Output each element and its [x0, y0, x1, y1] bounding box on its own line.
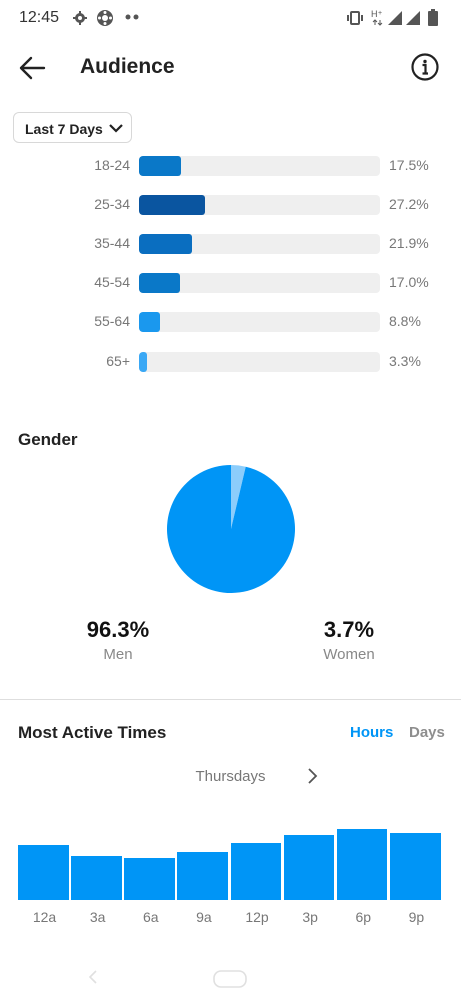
- active-hours-bar-chart: [18, 810, 443, 900]
- age-bar-track: [139, 234, 380, 254]
- age-group-label: 35-44: [94, 235, 130, 251]
- men-label: Men: [103, 646, 133, 663]
- age-group-percent: 17.5%: [389, 157, 429, 173]
- hour-tick-label: 9a: [196, 909, 212, 925]
- hour-tick-label: 9p: [408, 909, 425, 925]
- hour-tick-label: 12p: [245, 909, 269, 925]
- age-group-label: 45-54: [94, 274, 130, 290]
- more-notifications-icon: [125, 14, 139, 20]
- info-icon[interactable]: [410, 52, 440, 82]
- signal-strength-icon: [388, 11, 402, 25]
- hour-bar-9a: [177, 852, 228, 900]
- hour-bar-6p: [336, 828, 388, 900]
- age-bar-track: [139, 273, 380, 293]
- svg-text:H: H: [371, 9, 378, 19]
- chevron-right-icon[interactable]: [305, 766, 321, 786]
- back-arrow-icon[interactable]: [16, 52, 48, 84]
- age-bar-fill: [139, 156, 182, 176]
- nav-back-icon[interactable]: [88, 970, 98, 984]
- hour-axis-labels: 12a 3a 6a 9a 12p 3p 6p 9p: [18, 909, 443, 929]
- system-navigation-bar: [0, 960, 461, 1000]
- age-bar-track: [139, 156, 380, 176]
- age-group-label: 65+: [106, 353, 130, 369]
- women-percentage: 3.7%: [323, 617, 375, 642]
- gender-section-title: Gender: [18, 430, 78, 449]
- network-type-icon: H +: [371, 9, 383, 26]
- age-bar-track: [139, 352, 380, 372]
- svg-text:+: +: [378, 10, 382, 17]
- settings-gear-icon: [73, 11, 87, 25]
- age-bar-track: [139, 195, 380, 215]
- pie-slice-women: [231, 465, 246, 529]
- hour-bar-3p: [283, 835, 335, 900]
- hour-bar-12p: [230, 843, 282, 900]
- hour-tick-label: 12a: [32, 909, 57, 925]
- age-group-percent: 27.2%: [389, 196, 429, 212]
- age-row: 25-34 27.2%: [0, 195, 461, 215]
- age-row: 45-54 17.0%: [0, 273, 461, 293]
- age-group-percent: 21.9%: [389, 235, 429, 251]
- hour-tick-label: 3p: [302, 909, 318, 925]
- hour-bar-9p: [389, 833, 441, 900]
- vibrate-icon: [347, 11, 363, 25]
- hour-tick-label: 6a: [142, 909, 159, 925]
- active-times-title: Most Active Times: [18, 723, 167, 742]
- hour-bar-6a: [124, 857, 175, 900]
- page-title: Audience: [80, 55, 175, 78]
- gender-pie-chart: [167, 465, 295, 593]
- section-divider: [0, 699, 461, 700]
- women-label: Women: [323, 646, 375, 663]
- age-row: 18-24 17.5%: [0, 156, 461, 176]
- date-range-dropdown[interactable]: Last 7 Days: [13, 112, 132, 143]
- age-group-label: 55-64: [94, 313, 130, 329]
- hour-bar-12a: [18, 845, 69, 900]
- age-row: 55-64 8.8%: [0, 312, 461, 332]
- hour-tick-label: 3a: [89, 909, 106, 925]
- age-bar-fill: [139, 195, 205, 215]
- app-notification-icon: [97, 10, 113, 26]
- chevron-down-icon: [109, 124, 123, 133]
- age-bar-fill: [139, 234, 192, 254]
- age-group-label: 25-34: [94, 196, 130, 212]
- age-bar-fill: [139, 273, 180, 293]
- age-bar-track: [139, 312, 380, 332]
- signal-strength-2-icon: [406, 11, 420, 25]
- age-group-percent: 8.8%: [389, 313, 421, 329]
- selected-day-label: Thursdays: [195, 768, 266, 785]
- hour-bar-3a: [71, 855, 122, 900]
- top-app-bar: Audience: [0, 36, 461, 100]
- age-group-percent: 3.3%: [389, 353, 421, 369]
- age-group-label: 18-24: [94, 157, 130, 173]
- age-bar-fill: [139, 312, 161, 332]
- status-time: 12:45: [19, 9, 60, 26]
- battery-icon: [428, 9, 438, 26]
- age-group-percent: 17.0%: [389, 274, 429, 290]
- age-row: 65+ 3.3%: [0, 352, 461, 372]
- men-percentage: 96.3%: [86, 617, 150, 642]
- tab-hours[interactable]: Hours: [350, 724, 394, 741]
- nav-home-icon[interactable]: [213, 970, 247, 988]
- age-row: 35-44 21.9%: [0, 234, 461, 254]
- age-bar-fill: [139, 352, 147, 372]
- pie-slice-men: [167, 465, 295, 593]
- tab-days[interactable]: Days: [409, 724, 445, 741]
- date-range-label: Last 7 Days: [25, 121, 103, 137]
- hour-tick-label: 6p: [355, 909, 372, 925]
- status-bar: 12:45 H +: [0, 0, 461, 36]
